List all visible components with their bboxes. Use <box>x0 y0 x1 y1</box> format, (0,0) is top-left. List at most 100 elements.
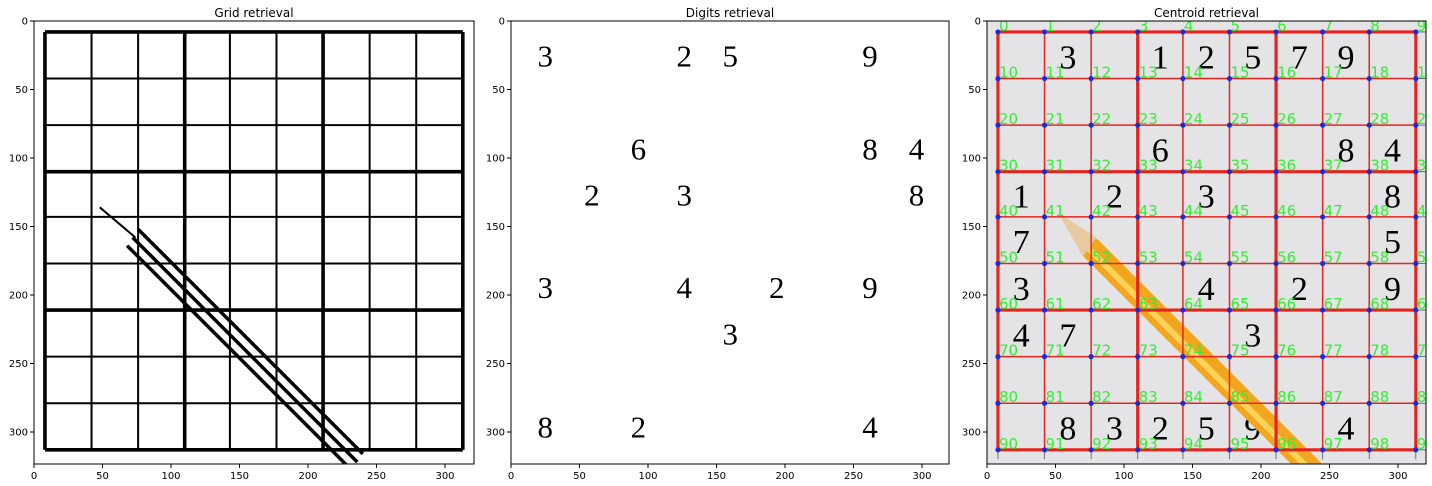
axes-frame <box>986 20 1427 465</box>
centroid-dot <box>1413 400 1419 406</box>
centroid-dot <box>1413 447 1419 453</box>
centroid-label: 16 <box>1277 64 1296 82</box>
centroid-dot <box>1135 400 1141 406</box>
centroid-dot <box>1226 307 1233 313</box>
digit-cell: 3 <box>722 316 738 351</box>
digit-cell: 9 <box>862 38 878 73</box>
centroid-label: 43 <box>1139 202 1158 220</box>
x-tick-label: 200 <box>298 471 317 482</box>
centroid-dot <box>1413 260 1419 267</box>
centroid-dot <box>1041 447 1048 453</box>
centroid-dot <box>1226 29 1233 35</box>
centroid-dot <box>1135 169 1141 175</box>
digit-cell: 2 <box>677 38 693 73</box>
y-tick-label: 100 <box>9 154 28 165</box>
centroid-label: 28 <box>1370 110 1389 128</box>
centroid-dot <box>1180 307 1186 313</box>
centroid-label: 25 <box>1230 110 1249 128</box>
centroid-label: 70 <box>999 342 1018 360</box>
centroid-dot <box>1226 260 1233 267</box>
centroid-dot <box>1041 29 1048 35</box>
centroid-label: 60 <box>999 295 1018 313</box>
centroid-label: 84 <box>1184 388 1203 406</box>
centroid-label: 67 <box>1324 295 1343 313</box>
y-tick-label: 50 <box>15 85 28 96</box>
centroid-label: 90 <box>999 435 1018 453</box>
centroid-label: 76 <box>1277 342 1296 360</box>
x-tick-label: 50 <box>96 471 109 482</box>
centroid-dot <box>1180 169 1186 175</box>
centroid-dot <box>1273 169 1279 175</box>
centroid-dot <box>1041 400 1048 406</box>
centroid-label: 94 <box>1184 435 1203 453</box>
y-tick-label: 0 <box>975 17 981 28</box>
centroid-dot <box>1273 122 1279 128</box>
photo-digit: 8 <box>1337 132 1354 169</box>
centroid-label: 27 <box>1324 110 1343 128</box>
centroid-dot <box>995 447 1001 453</box>
centroid-label: 96 <box>1277 435 1296 453</box>
centroid-dot <box>995 400 1001 406</box>
centroid-label: 41 <box>1046 202 1065 220</box>
centroid-dot <box>1041 260 1048 267</box>
y-tick-label: 0 <box>499 17 505 28</box>
centroid-label: 12 <box>1092 64 1111 82</box>
centroid-dot <box>1135 260 1141 267</box>
centroid-dot <box>1088 214 1094 220</box>
x-tick-label: 0 <box>508 471 514 482</box>
centroid-dot <box>1088 400 1094 406</box>
centroid-dot <box>1366 400 1372 406</box>
pencil-tip <box>99 206 137 239</box>
y-tick-label: 50 <box>968 85 981 96</box>
centroid-label: 48 <box>1370 202 1389 220</box>
centroid-label: 86 <box>1277 388 1296 406</box>
x-tick-label: 50 <box>573 471 586 482</box>
centroid-dot <box>995 354 1001 360</box>
photo-digit: 9 <box>1337 39 1354 76</box>
centroid-dot <box>1180 122 1186 128</box>
centroid-dot <box>1135 75 1141 82</box>
centroid-dot <box>1041 214 1048 220</box>
centroid-label: 9 <box>1417 17 1427 35</box>
centroid-label: 38 <box>1370 157 1389 175</box>
pencil-wood-tip <box>1058 212 1097 257</box>
centroid-dot <box>1041 75 1048 82</box>
centroid-label: 53 <box>1139 248 1158 266</box>
x-tick-label: 100 <box>1114 471 1133 482</box>
centroid-dot <box>1413 307 1419 313</box>
pencil-highlight <box>1083 243 1309 464</box>
photo-digit: 3 <box>1106 411 1123 448</box>
digit-cell: 3 <box>538 270 554 305</box>
centroid-dot <box>995 307 1001 313</box>
centroid-dot <box>1135 447 1141 453</box>
digit-cell: 2 <box>769 270 785 305</box>
photo-digit: 5 <box>1198 411 1215 448</box>
centroid-label: 40 <box>999 202 1018 220</box>
centroid-dot <box>1135 122 1141 128</box>
centroid-label: 26 <box>1277 110 1296 128</box>
photo-digit: 7 <box>1059 317 1076 354</box>
centroid-label: 87 <box>1324 388 1343 406</box>
centroid-dot <box>1226 169 1233 175</box>
centroid-label: 8 <box>1370 17 1380 35</box>
panel-title: Grid retrieval <box>214 6 293 20</box>
centroid-dot <box>1320 214 1326 220</box>
centroid-label: 35 <box>1230 157 1249 175</box>
centroid-dot <box>1413 354 1419 360</box>
centroid-label: 23 <box>1139 110 1158 128</box>
centroid-label: 2 <box>1092 17 1102 35</box>
centroid-dot <box>1088 447 1094 453</box>
y-tick-label: 300 <box>9 428 28 439</box>
centroid-label: 39 <box>1417 157 1432 175</box>
centroid-dot <box>1413 122 1419 128</box>
digit-cell: 6 <box>631 131 647 166</box>
x-tick-label: 250 <box>367 471 386 482</box>
centroid-dot <box>1320 75 1326 82</box>
paper-photo <box>987 21 1426 464</box>
centroid-dot <box>1273 260 1279 267</box>
y-tick-label: 200 <box>486 291 505 302</box>
centroid-label: 74 <box>1184 342 1203 360</box>
y-tick-label: 150 <box>486 222 505 233</box>
centroid-dot <box>1088 29 1094 35</box>
